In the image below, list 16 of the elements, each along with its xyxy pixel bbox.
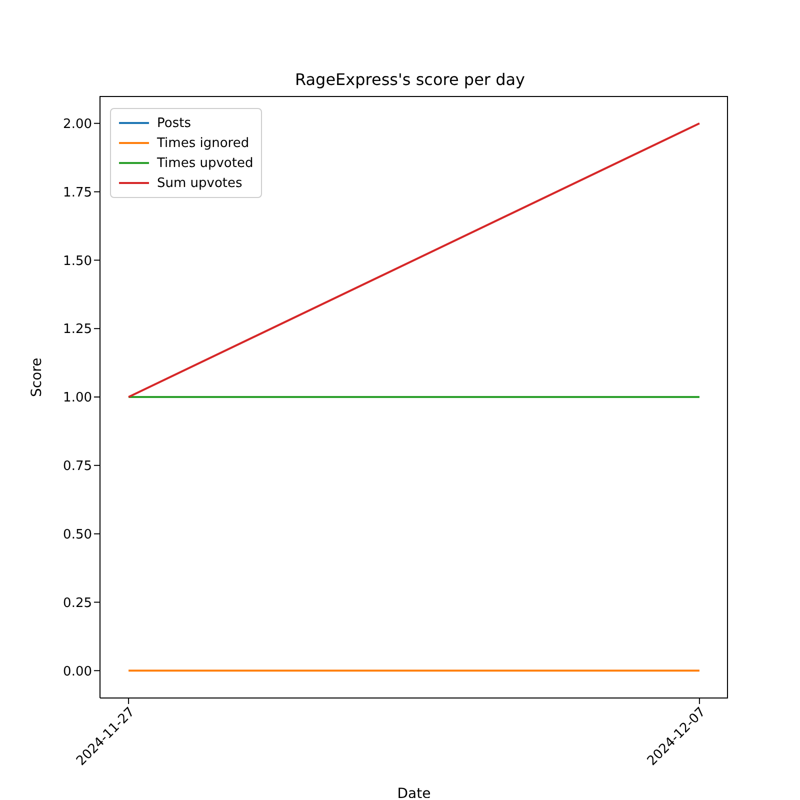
y-tick-label: 1.25 [63,322,92,338]
legend-label: Times ignored [157,136,250,150]
y-tick-label: 1.75 [63,185,92,200]
y-axis-title: Score [28,358,45,397]
chart-title: RageExpress's score per day [294,70,526,89]
legend-label: Times upvoted [157,156,254,170]
y-tick-label: 1.50 [63,254,92,269]
legend-label: Sum upvotes [157,176,242,190]
y-tick-label: 0.75 [63,459,92,474]
y-tick-label: 2.00 [63,116,92,132]
y-tick-label: 1.00 [63,390,92,406]
y-tick-label: 0.50 [63,527,92,542]
legend-label: Posts [157,116,191,130]
x-axis-title: Date [397,786,431,800]
y-tick-label: 0.25 [63,596,92,611]
y-tick-label: 0.00 [63,664,92,680]
